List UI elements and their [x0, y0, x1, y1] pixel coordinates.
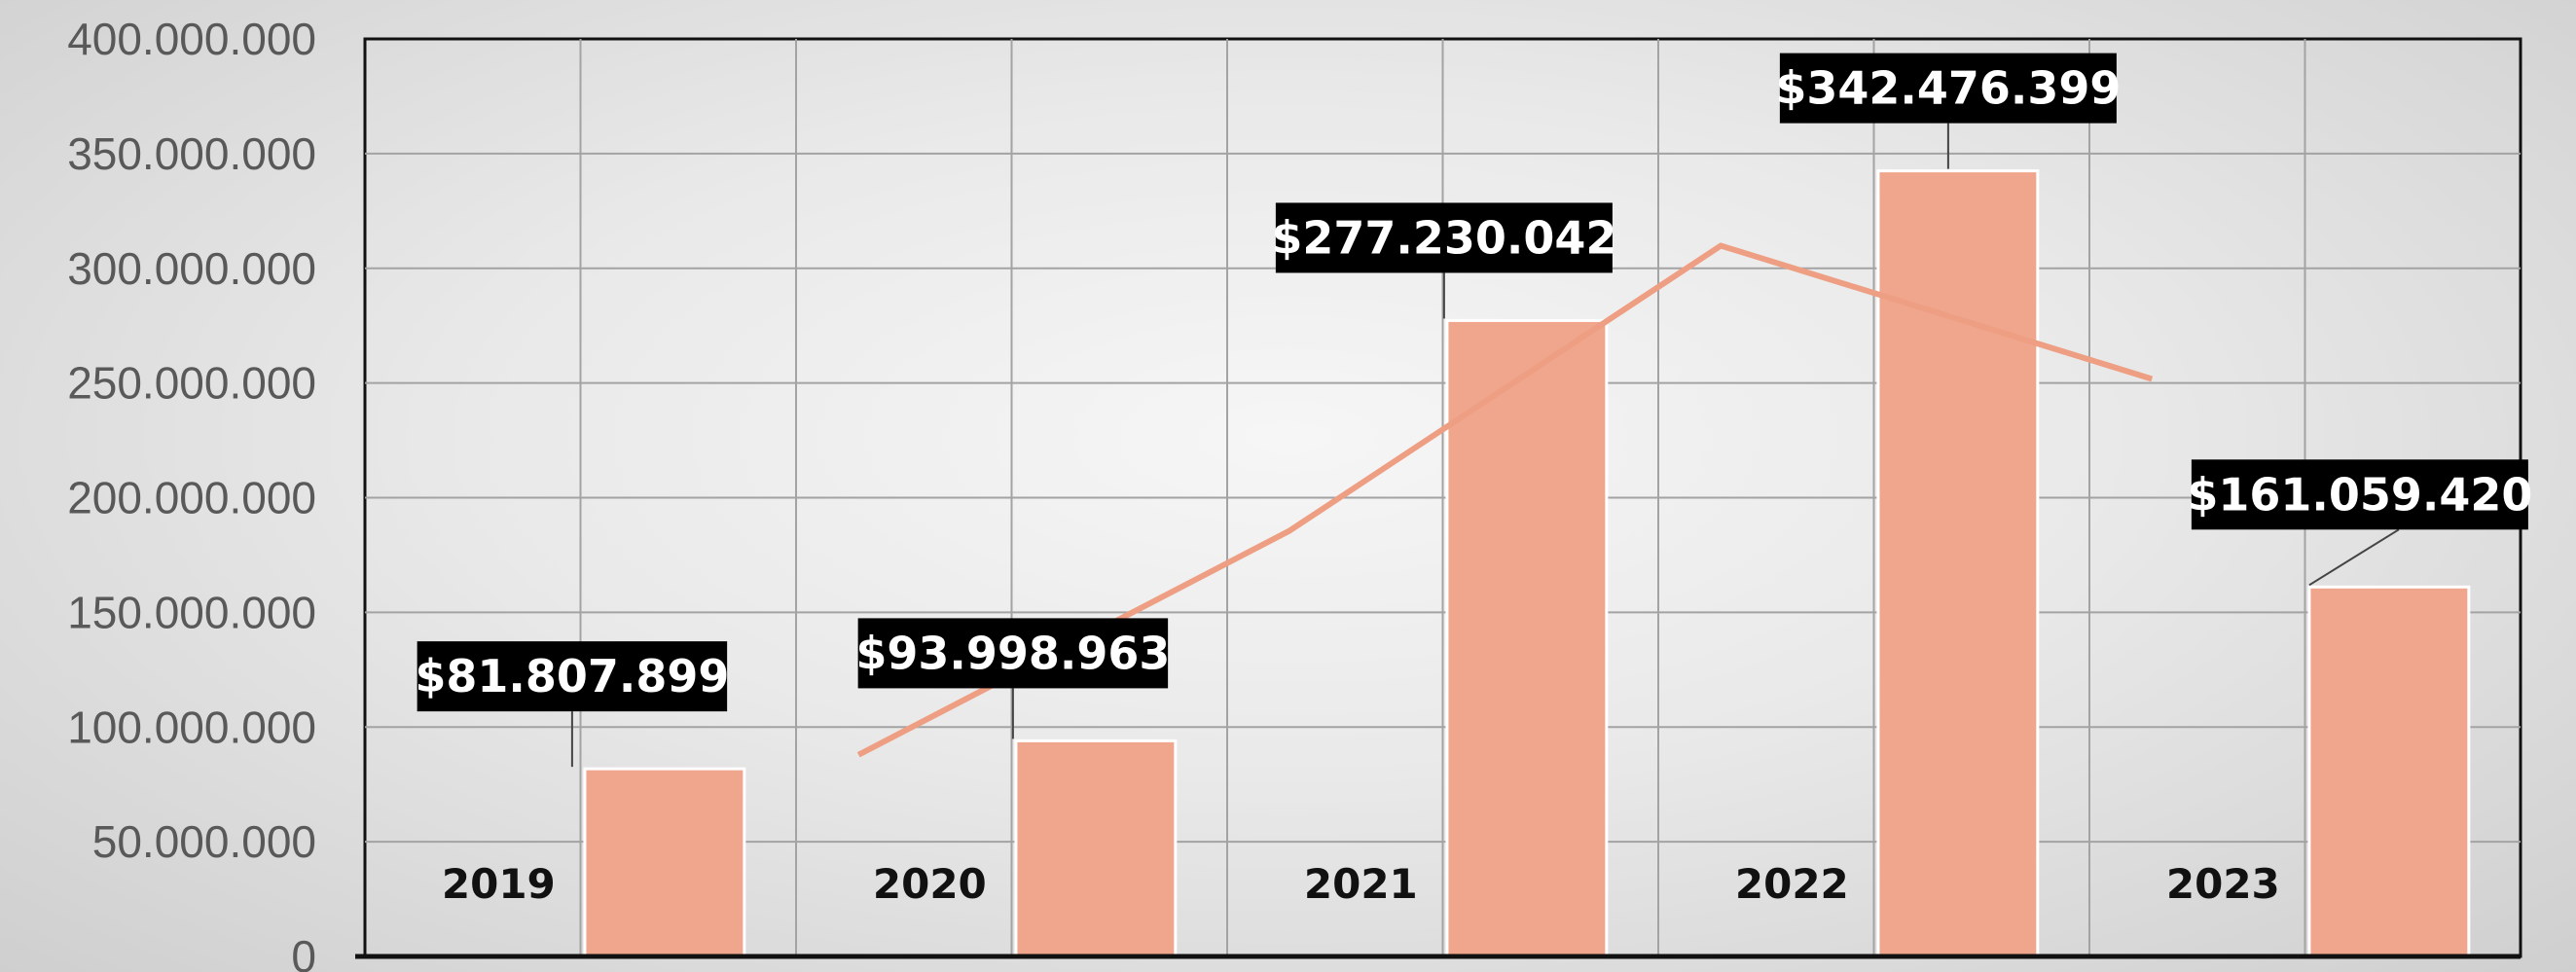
bar — [1014, 738, 1178, 958]
bar — [2307, 585, 2471, 958]
bar-layer — [583, 169, 2471, 958]
data-label: $93.998.963 — [855, 627, 1170, 679]
y-tick-label: 100.000.000 — [67, 702, 316, 752]
y-tick-label: 0 — [291, 931, 316, 972]
category-label: 2020 — [873, 860, 987, 908]
y-tick-label: 200.000.000 — [67, 473, 316, 523]
y-tick-label: 150.000.000 — [67, 587, 316, 637]
data-label: $277.230.042 — [1271, 211, 1616, 264]
data-label-layer: $81.807.899 $93.998.963 $277.230.042 $342.4… — [415, 53, 2532, 768]
data-label: $161.059.420 — [2187, 468, 2532, 521]
bar — [583, 767, 746, 958]
data-label-leader-line — [2308, 528, 2400, 587]
category-label: 2023 — [2166, 860, 2280, 908]
data-label: $81.807.899 — [415, 650, 729, 702]
data-label-box — [2191, 459, 2528, 530]
data-label-box — [417, 641, 728, 712]
axis-layer: 0 50.000.000 100.000.000 150.000.000 200.000… — [67, 14, 2521, 972]
y-tick-label: 400.000.000 — [67, 14, 316, 64]
data-label: $342.476.399 — [1775, 62, 2121, 115]
data-label-box — [1779, 53, 2117, 124]
y-tick-label: 250.000.000 — [67, 358, 316, 409]
category-label: 2019 — [442, 860, 556, 908]
y-tick-label: 350.000.000 — [67, 128, 316, 179]
category-label: 2022 — [1735, 860, 1849, 908]
bar — [1445, 318, 1609, 958]
data-label-box — [1275, 202, 1613, 273]
bar — [1876, 169, 2040, 958]
y-tick-label: 300.000.000 — [67, 243, 316, 294]
y-tick-label: 50.000.000 — [92, 816, 316, 867]
category-label: 2021 — [1304, 860, 1418, 908]
data-label-box — [857, 618, 1169, 689]
